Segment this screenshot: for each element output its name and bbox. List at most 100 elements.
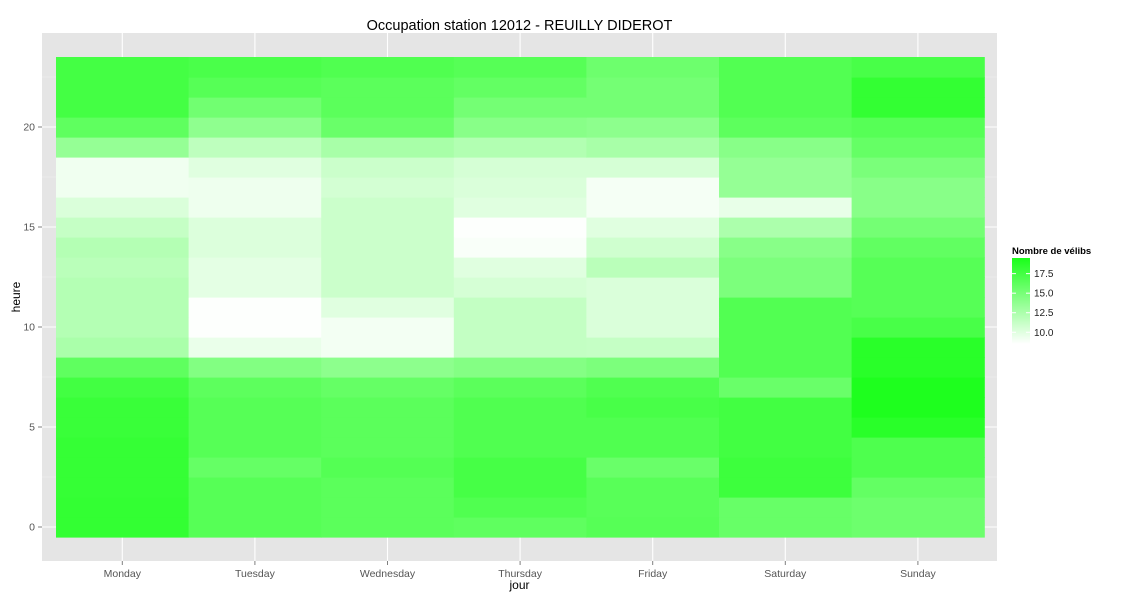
heatmap-cell (719, 237, 853, 258)
x-axis-label: jour (508, 578, 529, 592)
heatmap-cell (453, 297, 587, 318)
heatmap-cell (851, 317, 985, 338)
heatmap-cell (188, 137, 322, 158)
heatmap-cell (188, 277, 322, 298)
heatmap-cell (321, 517, 455, 538)
heatmap-cell (851, 97, 985, 118)
y-tick-label: 20 (23, 122, 35, 134)
heatmap-cell (719, 517, 853, 538)
heatmap-cell (586, 277, 720, 298)
heatmap-cell (586, 477, 720, 498)
heatmap-cell (586, 377, 720, 398)
heatmap-cell (586, 137, 720, 158)
x-tick-label: Thursday (498, 568, 543, 580)
heatmap-cell (56, 117, 190, 138)
heatmap-cell (56, 437, 190, 458)
heatmap-cell (719, 157, 853, 178)
heatmap-cell (719, 417, 853, 438)
heatmap-cell (586, 97, 720, 118)
heatmap-cell (719, 277, 853, 298)
heatmap-cell (56, 77, 190, 98)
heatmap-cell (453, 97, 587, 118)
heatmap-cell (719, 257, 853, 278)
heatmap-cell (586, 217, 720, 238)
heatmap-cells (56, 57, 985, 538)
heatmap-cell (851, 217, 985, 238)
legend-tick-label: 10.0 (1034, 328, 1054, 339)
heatmap-cell (56, 57, 190, 78)
heatmap-cell (453, 197, 587, 218)
heatmap-cell (851, 357, 985, 378)
heatmap-cell (453, 437, 587, 458)
heatmap-cell (719, 357, 853, 378)
heatmap-cell (56, 217, 190, 238)
heatmap-cell (719, 217, 853, 238)
heatmap-cell (321, 117, 455, 138)
heatmap-cell (56, 317, 190, 338)
heatmap-cell (453, 237, 587, 258)
heatmap-cell (586, 357, 720, 378)
heatmap-cell (188, 477, 322, 498)
heatmap-cell (851, 517, 985, 538)
heatmap-cell (56, 377, 190, 398)
heatmap-cell (453, 177, 587, 198)
heatmap-cell (851, 437, 985, 458)
heatmap-cell (321, 337, 455, 358)
legend-tick-label: 17.5 (1034, 269, 1054, 280)
y-tick-label: 10 (23, 322, 35, 334)
heatmap-cell (586, 417, 720, 438)
heatmap-cell (56, 197, 190, 218)
heatmap-cell (586, 177, 720, 198)
heatmap-cell (188, 97, 322, 118)
heatmap-cell (321, 237, 455, 258)
heatmap-cell (453, 137, 587, 158)
heatmap-cell (321, 477, 455, 498)
heatmap-cell (321, 137, 455, 158)
heatmap-cell (851, 257, 985, 278)
heatmap-cell (56, 477, 190, 498)
heatmap-cell (586, 77, 720, 98)
heatmap-cell (188, 377, 322, 398)
heatmap-cell (453, 357, 587, 378)
heatmap-cell (453, 77, 587, 98)
heatmap-cell (851, 397, 985, 418)
heatmap-cell (851, 177, 985, 198)
heatmap-cell (851, 197, 985, 218)
heatmap-cell (188, 317, 322, 338)
heatmap-cell (453, 417, 587, 438)
heatmap-cell (586, 57, 720, 78)
heatmap-cell (56, 337, 190, 358)
heatmap-cell (56, 497, 190, 518)
heatmap-cell (719, 177, 853, 198)
heatmap-cell (719, 197, 853, 218)
heatmap-cell (719, 57, 853, 78)
heatmap-cell (321, 417, 455, 438)
heatmap-cell (188, 337, 322, 358)
heatmap-cell (851, 277, 985, 298)
heatmap-cell (321, 497, 455, 518)
heatmap-cell (719, 337, 853, 358)
x-tick-label: Friday (638, 568, 668, 580)
heatmap-cell (56, 297, 190, 318)
heatmap-cell (188, 297, 322, 318)
heatmap-cell (586, 317, 720, 338)
heatmap-cell (453, 337, 587, 358)
heatmap-cell (851, 117, 985, 138)
heatmap-cell (719, 317, 853, 338)
heatmap-cell (586, 237, 720, 258)
heatmap-cell (851, 297, 985, 318)
y-axis-ticks: 0 5 10 15 20 (23, 122, 42, 534)
heatmap-cell (56, 417, 190, 438)
heatmap-cell (321, 437, 455, 458)
heatmap-cell (321, 457, 455, 478)
y-tick-label: 15 (23, 222, 35, 234)
heatmap-cell (851, 497, 985, 518)
heatmap-cell (586, 157, 720, 178)
heatmap-cell (453, 277, 587, 298)
heatmap-cell (719, 137, 853, 158)
chart-title: Occupation station 12012 - REUILLY DIDER… (367, 18, 673, 34)
heatmap-cell (719, 397, 853, 418)
heatmap-cell (188, 197, 322, 218)
heatmap-cell (56, 137, 190, 158)
